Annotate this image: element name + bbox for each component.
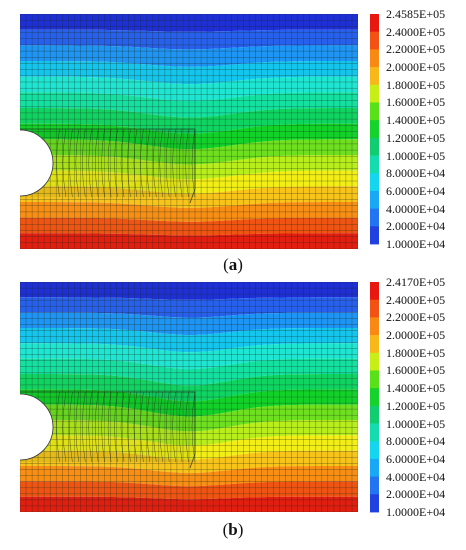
legend-label: 2.4170E+05: [386, 275, 446, 289]
legend-swatch: [370, 335, 379, 354]
legend-swatch: [370, 31, 379, 50]
legend-label: 1.0000E+04: [386, 505, 446, 519]
mesh-grid: [20, 282, 358, 512]
legend-swatch: [370, 388, 379, 407]
contour-panel-a: 2.4585E+05 2.4000E+05 2.2000E+05 2.0000E…: [0, 0, 466, 274]
legend-label: 2.2000E+05: [386, 310, 446, 325]
legend-label: 2.2000E+05: [386, 42, 446, 57]
hole-outline: [19, 129, 54, 197]
legend-label: 1.2000E+05: [386, 398, 446, 413]
hole-outline: [19, 393, 54, 461]
contour-field: [20, 14, 358, 249]
legend-swatch: [370, 173, 379, 192]
legend-label: 1.6000E+05: [386, 363, 446, 378]
legend-label: 8.0000E+04: [386, 434, 446, 449]
legend-swatch: [370, 476, 379, 495]
legend-label: 6.0000E+04: [386, 451, 446, 466]
legend-swatch: [370, 405, 379, 424]
legend-swatch: [370, 137, 379, 156]
legend-label: 2.4000E+05: [386, 24, 446, 39]
legend-swatch: [370, 299, 379, 318]
legend-label: 8.0000E+04: [386, 166, 446, 181]
legend-swatch: [370, 494, 379, 513]
legend-swatch: [370, 120, 379, 139]
contour-plot-b: [19, 282, 379, 513]
legend-swatch: [370, 317, 379, 336]
legend-swatch: [370, 370, 379, 389]
legend-swatch: [370, 155, 379, 174]
legend-swatch: [370, 208, 379, 227]
legend-label: 1.8000E+05: [386, 77, 446, 92]
legend-label: 2.4000E+05: [386, 292, 446, 307]
legend-label: 1.6000E+05: [386, 95, 446, 110]
legend-label: 4.0000E+04: [386, 201, 446, 216]
legend-label: 4.0000E+04: [386, 469, 446, 484]
legend-label: 2.4585E+05: [386, 7, 446, 21]
mesh-grid: [20, 14, 358, 249]
caption-a: (a): [223, 255, 243, 274]
legend-swatch: [370, 226, 379, 245]
legend-label: 2.0000E+05: [386, 328, 446, 343]
legend-label: 2.0000E+04: [386, 487, 446, 502]
legend-swatch: [370, 102, 379, 121]
legend-swatch: [370, 67, 379, 86]
legend-label: 2.0000E+05: [386, 60, 446, 75]
contour-plot-a: [19, 14, 379, 249]
legend-label: 1.0000E+04: [386, 237, 446, 251]
legend-swatch: [370, 84, 379, 103]
legend-swatch: [370, 352, 379, 371]
legend-label: 1.4000E+05: [386, 381, 446, 396]
legend-label: 2.0000E+04: [386, 219, 446, 234]
legend-label: 1.8000E+05: [386, 345, 446, 360]
legend-swatch: [370, 14, 379, 33]
contour-field: [20, 282, 358, 512]
legend-label: 1.4000E+05: [386, 113, 446, 128]
legend-swatch: [370, 458, 379, 478]
legend-label: 1.2000E+05: [386, 130, 446, 145]
caption-b: (b): [222, 520, 244, 539]
contour-panel-b: 2.4170E+05 2.4000E+05 2.2000E+05 2.0000E…: [0, 272, 466, 542]
legend-swatch: [370, 282, 379, 301]
legend-swatch: [370, 441, 379, 460]
legend-label: 1.0000E+05: [386, 416, 446, 431]
legend-label: 6.0000E+04: [386, 183, 446, 198]
legend-swatch: [370, 190, 379, 210]
legend-swatch: [370, 423, 379, 442]
legend-label: 1.0000E+05: [386, 148, 446, 163]
legend-swatch: [370, 49, 379, 68]
